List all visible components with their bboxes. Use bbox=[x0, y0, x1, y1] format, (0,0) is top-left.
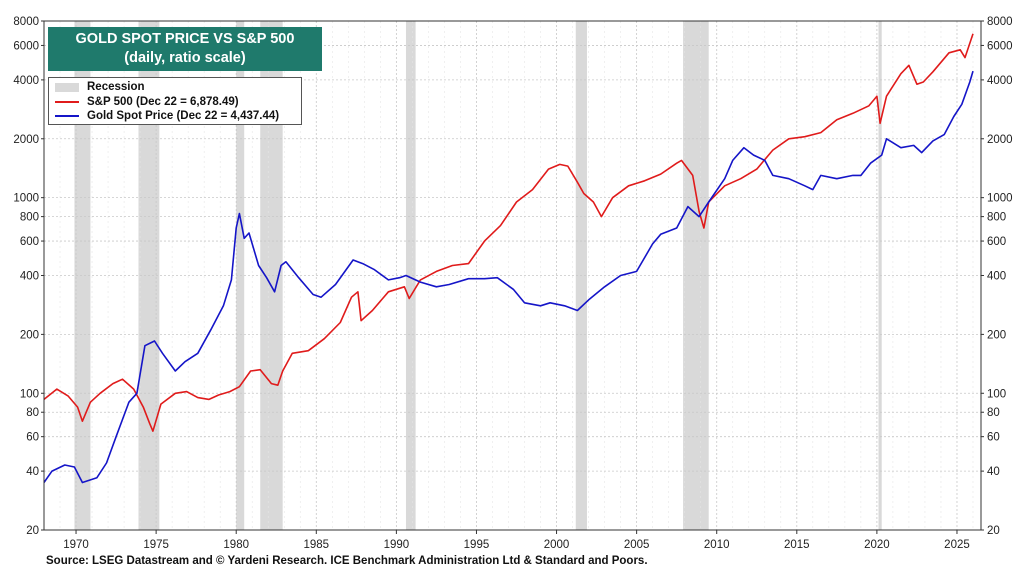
y-tick-label-right: 80 bbox=[987, 407, 1000, 419]
legend: Recession S&P 500 (Dec 22 = 6,878.49) Go… bbox=[48, 77, 302, 125]
y-tick-label-left: 100 bbox=[20, 388, 39, 400]
y-axis-right: 20 40 60 80 100 200 400 600 800 1000 2000 4000 6000 8… bbox=[981, 16, 1013, 537]
y-tick-label-left: 200 bbox=[20, 329, 39, 341]
legend-label-sp500: S&P 500 (Dec 22 = 6,878.49) bbox=[87, 95, 239, 108]
chart-title: GOLD SPOT PRICE VS S&P 500 bbox=[75, 31, 295, 47]
recession-band bbox=[405, 21, 416, 530]
chart-subtitle: (daily, ratio scale) bbox=[124, 50, 246, 66]
y-tick-label-right: 400 bbox=[987, 271, 1006, 283]
y-tick-label-left: 1000 bbox=[13, 193, 39, 205]
legend-item-gold: Gold Spot Price (Dec 22 = 4,437.44) bbox=[55, 109, 301, 124]
y-tick-label-right: 20 bbox=[987, 525, 1000, 537]
legend-label-recession: Recession bbox=[87, 81, 145, 94]
legend-swatch-recession bbox=[55, 82, 79, 92]
y-tick-label-right: 2000 bbox=[987, 134, 1013, 146]
y-tick-label-left: 20 bbox=[26, 525, 39, 537]
x-tick-label: 2020 bbox=[864, 539, 890, 551]
y-tick-label-right: 60 bbox=[987, 432, 1000, 444]
series-lines bbox=[43, 33, 974, 484]
legend-label-gold: Gold Spot Price (Dec 22 = 4,437.44) bbox=[87, 110, 280, 123]
x-tick-label: 2015 bbox=[784, 539, 810, 551]
x-tick-label: 2005 bbox=[624, 539, 650, 551]
y-tick-label-right: 100 bbox=[987, 388, 1006, 400]
y-tick-label-right: 800 bbox=[987, 212, 1006, 224]
source-note: Source: LSEG Datastream and © Yardeni Re… bbox=[46, 555, 648, 567]
x-tick-label: 1980 bbox=[223, 539, 249, 551]
y-tick-label-left: 40 bbox=[26, 466, 39, 478]
y-tick-label-left: 400 bbox=[20, 271, 39, 283]
y-tick-label-left: 4000 bbox=[13, 75, 39, 87]
legend-swatch-gold bbox=[55, 115, 79, 118]
y-tick-label-left: 800 bbox=[20, 212, 39, 224]
y-tick-label-right: 600 bbox=[987, 236, 1006, 248]
y-tick-label-left: 80 bbox=[26, 407, 39, 419]
y-axis-left: 20 40 60 80 100 200 400 600 800 1000 2000 4000 6000 8… bbox=[13, 16, 44, 537]
legend-swatch-sp500 bbox=[55, 100, 79, 103]
x-tick-label: 1995 bbox=[464, 539, 490, 551]
x-tick-label: 1970 bbox=[63, 539, 89, 551]
recession-band bbox=[74, 21, 91, 530]
sp500-line bbox=[43, 33, 974, 432]
x-tick-label: 1990 bbox=[384, 539, 410, 551]
y-tick-label-right: 8000 bbox=[987, 16, 1013, 28]
y-tick-label-right: 40 bbox=[987, 466, 1000, 478]
y-tick-label-right: 1000 bbox=[987, 193, 1013, 205]
x-tick-label: 1975 bbox=[143, 539, 169, 551]
y-tick-label-left: 6000 bbox=[13, 40, 39, 52]
x-tick-label: 2010 bbox=[704, 539, 730, 551]
legend-item-recession: Recession bbox=[55, 80, 301, 95]
legend-item-sp500: S&P 500 (Dec 22 = 6,878.49) bbox=[55, 95, 301, 110]
chart-title-box: GOLD SPOT PRICE VS S&P 500 (daily, ratio… bbox=[48, 27, 322, 71]
y-tick-label-left: 2000 bbox=[13, 134, 39, 146]
y-tick-label-left: 600 bbox=[20, 236, 39, 248]
y-tick-label-left: 60 bbox=[26, 432, 39, 444]
y-tick-label-right: 6000 bbox=[987, 40, 1013, 52]
y-tick-label-right: 4000 bbox=[987, 75, 1013, 87]
x-tick-label: 2025 bbox=[944, 539, 970, 551]
recession-band bbox=[260, 21, 283, 530]
y-tick-label-left: 8000 bbox=[13, 16, 39, 28]
x-axis: 1970 1975 1980 1985 1990 1995 2000 2005 2010 2015… bbox=[63, 530, 970, 551]
x-tick-label: 2000 bbox=[544, 539, 570, 551]
y-tick-label-right: 200 bbox=[987, 329, 1006, 341]
gold-line bbox=[43, 70, 974, 484]
x-tick-label: 1985 bbox=[303, 539, 329, 551]
